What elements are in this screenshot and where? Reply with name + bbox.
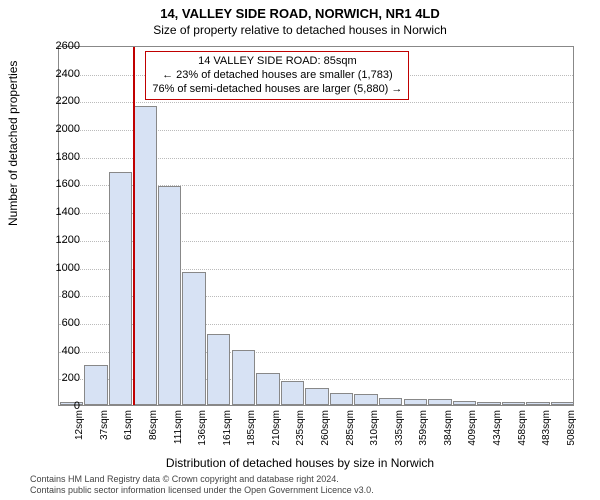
y-tick-label: 2600	[40, 40, 80, 52]
bar	[109, 172, 132, 405]
bar	[232, 350, 255, 405]
x-tick-label: 384sqm	[443, 410, 454, 446]
bar	[453, 401, 476, 405]
x-tick-label: 210sqm	[271, 410, 282, 446]
bar	[281, 381, 304, 405]
x-tick-label: 260sqm	[320, 410, 331, 446]
bar	[551, 402, 574, 405]
bar	[354, 394, 377, 405]
y-tick-label: 1200	[40, 234, 80, 246]
y-tick-label: 1600	[40, 178, 80, 190]
y-tick-label: 1800	[40, 151, 80, 163]
bar	[428, 399, 451, 405]
bar	[182, 272, 205, 405]
x-tick-label: 409sqm	[467, 410, 478, 446]
x-tick-label: 185sqm	[246, 410, 257, 446]
annotation-line: ← 23% of detached houses are smaller (1,…	[152, 69, 402, 83]
bar	[256, 373, 279, 405]
bar	[526, 402, 549, 405]
bar	[330, 393, 353, 405]
x-tick-label: 458sqm	[517, 410, 528, 446]
annotation-line: 76% of semi-detached houses are larger (…	[152, 83, 402, 97]
x-tick-label: 285sqm	[345, 410, 356, 446]
footer-line2: Contains public sector information licen…	[30, 485, 374, 496]
bar	[502, 402, 525, 405]
x-tick-label: 111sqm	[173, 410, 184, 444]
bar	[477, 402, 500, 405]
y-tick-label: 800	[40, 289, 80, 301]
x-tick-label: 434sqm	[492, 410, 503, 446]
title-main: 14, VALLEY SIDE ROAD, NORWICH, NR1 4LD	[0, 0, 600, 21]
y-tick-label: 1400	[40, 206, 80, 218]
y-tick-label: 200	[40, 372, 80, 384]
bar	[158, 186, 181, 405]
footer-line1: Contains HM Land Registry data © Crown c…	[30, 474, 374, 485]
footer-attribution: Contains HM Land Registry data © Crown c…	[30, 474, 374, 496]
x-tick-label: 483sqm	[541, 410, 552, 446]
y-tick-label: 2200	[40, 95, 80, 107]
y-tick-label: 2000	[40, 123, 80, 135]
gridline	[59, 102, 573, 103]
x-tick-label: 335sqm	[394, 410, 405, 446]
x-tick-label: 12sqm	[74, 410, 85, 440]
title-sub: Size of property relative to detached ho…	[0, 21, 600, 37]
y-axis-label: Number of detached properties	[6, 61, 20, 226]
y-tick-label: 600	[40, 317, 80, 329]
annotation-box: 14 VALLEY SIDE ROAD: 85sqm← 23% of detac…	[145, 51, 409, 100]
bar	[379, 398, 402, 405]
x-axis-label: Distribution of detached houses by size …	[0, 456, 600, 470]
annotation-line: 14 VALLEY SIDE ROAD: 85sqm	[152, 55, 402, 69]
y-tick-label: 400	[40, 345, 80, 357]
x-tick-label: 136sqm	[197, 410, 208, 446]
x-tick-label: 310sqm	[369, 410, 380, 446]
x-tick-label: 37sqm	[99, 410, 110, 440]
marker-line	[133, 47, 135, 405]
x-tick-label: 235sqm	[295, 410, 306, 446]
bar	[207, 334, 230, 405]
bar	[404, 399, 427, 405]
y-tick-label: 2400	[40, 68, 80, 80]
x-tick-label: 86sqm	[148, 410, 159, 440]
x-tick-label: 61sqm	[123, 410, 134, 440]
chart-plot-area: 14 VALLEY SIDE ROAD: 85sqm← 23% of detac…	[58, 46, 574, 406]
bar	[305, 388, 328, 405]
bar	[84, 365, 107, 405]
x-tick-label: 508sqm	[566, 410, 577, 446]
bar	[133, 106, 156, 405]
y-tick-label: 1000	[40, 262, 80, 274]
x-tick-label: 359sqm	[418, 410, 429, 446]
x-tick-label: 161sqm	[222, 410, 233, 446]
